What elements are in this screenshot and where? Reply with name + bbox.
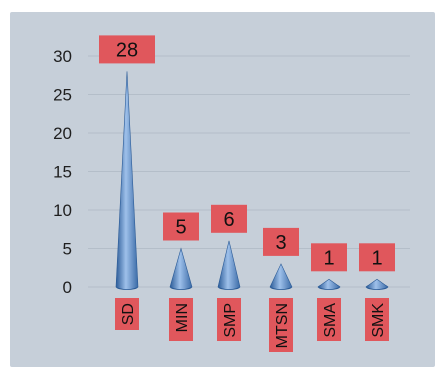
y-axis-ticks: 0 5 10 15 20 25 30 bbox=[53, 47, 72, 297]
category-label-box bbox=[217, 298, 241, 341]
bar bbox=[169, 247, 193, 290]
data-label-box bbox=[263, 227, 299, 256]
category-label-text: SMA bbox=[322, 303, 339, 338]
data-labels: 28 5 6 3 1 1 bbox=[99, 35, 395, 272]
category-label-text: MTSN bbox=[274, 303, 291, 348]
data-label-box bbox=[359, 243, 395, 272]
data-label: 1 bbox=[323, 247, 334, 269]
y-tick-label: 20 bbox=[53, 124, 72, 143]
category-labels: SD MIN SMP MTSN SMA SMK bbox=[115, 298, 389, 352]
category-label: MIN bbox=[169, 298, 193, 341]
data-label: 6 bbox=[223, 209, 234, 231]
y-tick-label: 5 bbox=[63, 240, 72, 259]
data-label: 5 bbox=[175, 217, 186, 239]
y-tick-label: 15 bbox=[53, 163, 72, 182]
category-label: SMA bbox=[317, 298, 341, 341]
category-label-text: SMP bbox=[222, 303, 239, 338]
bar bbox=[217, 240, 241, 290]
category-label-box bbox=[365, 298, 389, 341]
category-label-text: SMK bbox=[370, 303, 387, 338]
data-label: 1 bbox=[371, 247, 382, 269]
data-label: 28 bbox=[116, 39, 138, 61]
data-label-box bbox=[99, 35, 155, 64]
category-label-box bbox=[115, 298, 139, 330]
category-label-text: MIN bbox=[174, 303, 191, 332]
category-label-box bbox=[269, 298, 293, 352]
category-label-text: SD bbox=[120, 303, 137, 325]
category-label-box bbox=[317, 298, 341, 341]
bar bbox=[115, 71, 139, 290]
category-label: SMP bbox=[217, 298, 241, 341]
y-tick-label: 0 bbox=[63, 278, 72, 297]
y-tick-label: 10 bbox=[53, 201, 72, 220]
data-label-box bbox=[211, 204, 247, 233]
category-label: SMK bbox=[365, 298, 389, 341]
bar bbox=[269, 263, 293, 290]
category-label: MTSN bbox=[269, 298, 293, 352]
data-label-box bbox=[163, 212, 199, 241]
y-tick-label: 30 bbox=[53, 47, 72, 66]
bars bbox=[115, 71, 389, 290]
y-tick-label: 25 bbox=[53, 86, 72, 105]
data-label: 3 bbox=[275, 232, 286, 254]
bar bbox=[365, 278, 389, 290]
gridlines bbox=[88, 55, 410, 288]
data-label-box bbox=[311, 243, 347, 272]
category-label-box bbox=[169, 298, 193, 341]
category-label: SD bbox=[115, 298, 139, 330]
bar bbox=[317, 278, 341, 290]
